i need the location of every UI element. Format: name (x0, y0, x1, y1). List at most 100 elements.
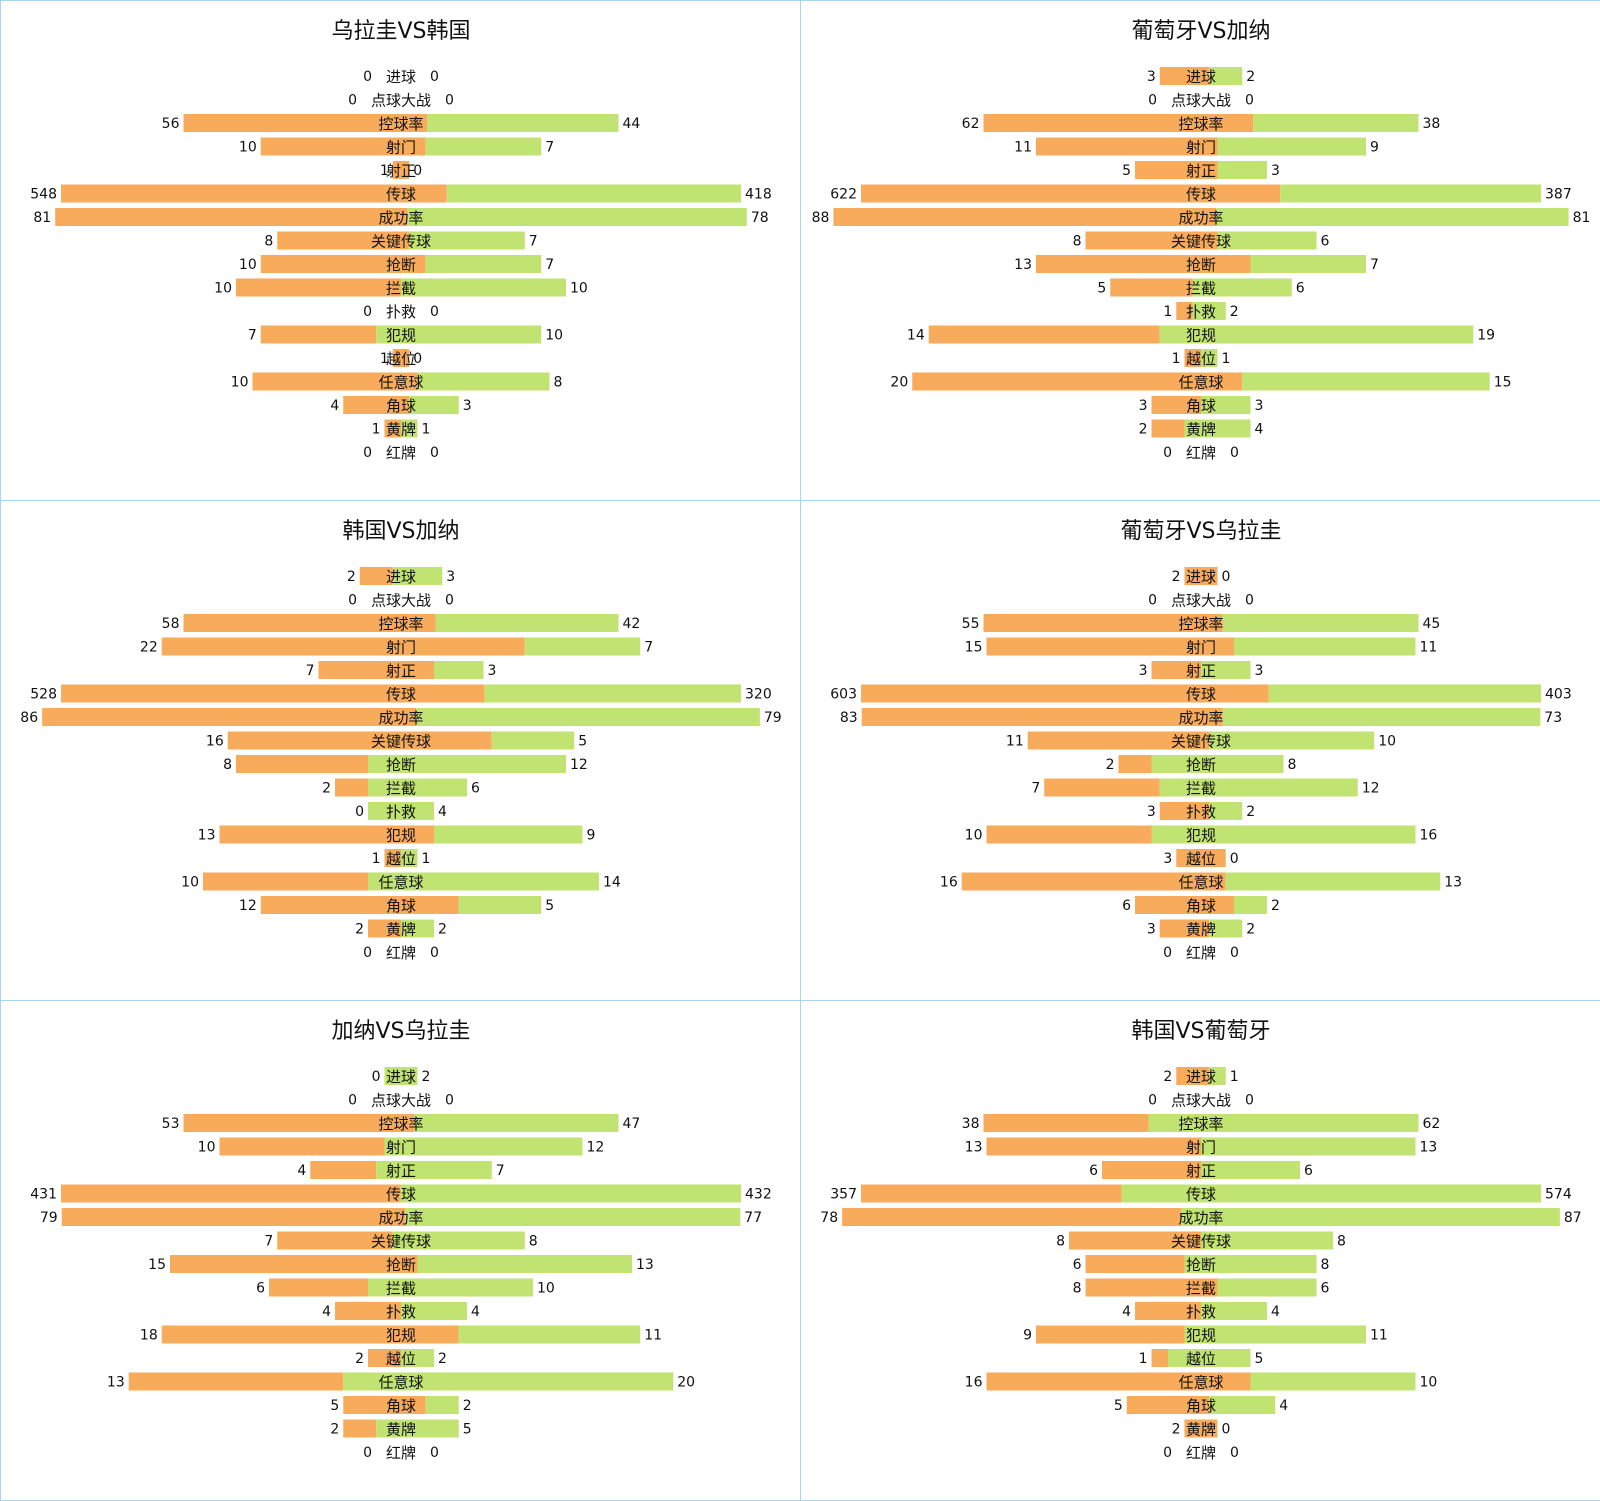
value-left: 0 (363, 945, 372, 961)
bar-right (368, 1278, 533, 1297)
bar-left (55, 208, 408, 226)
category-label: 射门 (386, 139, 416, 157)
bar-right (376, 1419, 459, 1438)
bar-left (170, 1255, 418, 1273)
value-right: 7 (545, 257, 554, 273)
bar-left (1176, 849, 1226, 867)
bar-left (1184, 349, 1201, 367)
bar-right (401, 419, 418, 438)
bar-right (1242, 372, 1490, 391)
bar-left (861, 1184, 1122, 1203)
value-right: 0 (1230, 945, 1239, 961)
bar-left (384, 419, 401, 438)
category-label: 角球 (1186, 1397, 1216, 1415)
category-label: 控球率 (378, 1115, 423, 1133)
bar-left (236, 278, 401, 297)
value-left: 1 (372, 851, 381, 867)
value-left: 7 (264, 1234, 273, 1250)
bar-right (1217, 161, 1267, 179)
value-left: 79 (40, 1210, 58, 1226)
value-right: 81 (1573, 210, 1591, 226)
category-label: 红牌 (1186, 444, 1216, 462)
category-label: 控球率 (378, 115, 423, 133)
value-left: 5 (330, 1398, 339, 1414)
value-right: 0 (1222, 1422, 1231, 1438)
bar-right (1148, 1114, 1419, 1132)
category-label: 越位 (1186, 1350, 1216, 1368)
category-label: 黄牌 (1186, 921, 1216, 939)
value-right: 5 (463, 1422, 472, 1438)
category-label: 黄牌 (1186, 421, 1216, 439)
value-right: 10 (545, 328, 563, 344)
value-left: 2 (1163, 1069, 1172, 1085)
value-right: 5 (578, 734, 587, 750)
bar-left (1085, 1255, 1185, 1273)
bar-right (1225, 872, 1441, 891)
bar-left (1036, 137, 1218, 156)
bar-left (203, 872, 368, 891)
value-right: 47 (623, 1116, 641, 1132)
value-right: 4 (471, 1304, 480, 1320)
category-label: 点球大战 (1171, 92, 1231, 110)
category-label: 点球大战 (371, 592, 431, 610)
value-right: 44 (623, 116, 641, 132)
value-left: 1 (380, 351, 389, 367)
category-label: 任意球 (1178, 374, 1223, 392)
bar-right (1201, 396, 1251, 414)
bar-right (1217, 231, 1317, 250)
category-label: 点球大战 (1171, 1092, 1231, 1110)
category-label: 射正 (1186, 162, 1216, 180)
value-left: 2 (347, 569, 356, 585)
category-label: 抢断 (386, 1256, 416, 1274)
bar-left (161, 637, 525, 656)
bar-left (986, 825, 1152, 844)
category-label: 红牌 (386, 444, 416, 462)
category-label: 红牌 (1186, 944, 1216, 962)
bar-left (983, 1114, 1149, 1132)
value-left: 3 (1147, 804, 1156, 820)
value-right: 0 (1230, 1445, 1239, 1461)
value-left: 20 (890, 375, 908, 391)
bar-left (986, 637, 1234, 656)
bar-left (236, 755, 368, 773)
bar-right (1209, 67, 1243, 85)
value-right: 11 (644, 1328, 662, 1344)
bar-left (861, 684, 1269, 703)
value-left: 6 (1073, 1257, 1082, 1273)
value-right: 1 (422, 422, 431, 438)
value-right: 3 (1255, 398, 1264, 414)
category-label: 点球大战 (371, 92, 431, 110)
category-label: 越位 (386, 350, 416, 368)
chart-title: 韩国VS葡萄牙 (1131, 1019, 1270, 1044)
category-label: 犯规 (1186, 827, 1216, 845)
value-left: 0 (372, 1069, 381, 1085)
value-left: 0 (363, 1445, 372, 1461)
category-label: 控球率 (1178, 615, 1223, 633)
value-right: 6 (1296, 281, 1305, 297)
bar-right (1151, 825, 1416, 844)
bar-left (1151, 419, 1185, 438)
bar-left (1176, 302, 1193, 320)
bar-left (1159, 802, 1210, 820)
bar-right (416, 708, 760, 726)
value-right: 4 (1271, 1304, 1280, 1320)
bar-left (277, 231, 410, 250)
category-label: 抢断 (1186, 256, 1216, 274)
bar-right (409, 396, 459, 414)
value-right: 20 (677, 1375, 695, 1391)
value-right: 9 (587, 828, 596, 844)
value-left: 86 (20, 710, 38, 726)
bar-left (335, 1302, 401, 1320)
category-label: 任意球 (378, 874, 423, 892)
bar-left (260, 325, 377, 344)
bar-left (1044, 778, 1160, 797)
value-left: 55 (962, 616, 980, 632)
bar-right (1209, 731, 1375, 750)
value-right: 0 (1230, 851, 1239, 867)
category-label: 射门 (1186, 139, 1216, 157)
value-right: 1 (422, 851, 431, 867)
value-left: 0 (348, 93, 357, 109)
bar-right (343, 1372, 674, 1391)
value-left: 10 (965, 828, 983, 844)
